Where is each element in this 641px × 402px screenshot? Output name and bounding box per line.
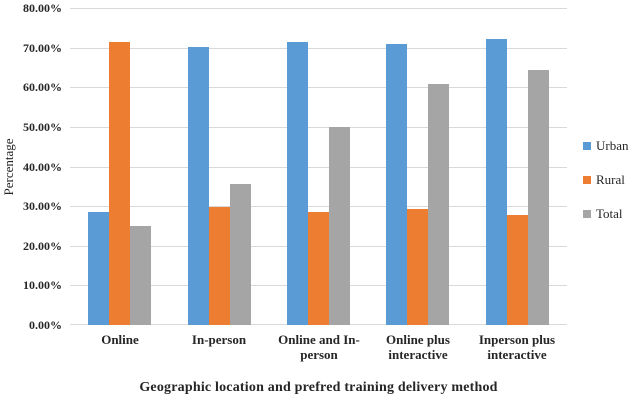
x-axis-label: Online (101, 332, 139, 347)
x-axis-label: Online plus interactive (386, 332, 450, 362)
gridline (70, 87, 567, 88)
bar-total (528, 70, 549, 325)
y-axis-tick-label: 30.00% (23, 199, 62, 214)
bar-rural (308, 212, 329, 325)
x-axis-label: Inperson plus interactive (478, 332, 556, 362)
y-axis-tick-label: 20.00% (23, 238, 62, 253)
gridline (70, 167, 567, 168)
legend-label: Total (596, 206, 623, 221)
x-axis-title: Geographic location and prefred training… (139, 380, 498, 395)
gridline (70, 48, 567, 49)
y-axis-tick-label: 80.00% (23, 1, 62, 15)
legend-label: Urban (596, 138, 629, 153)
bar-urban (287, 42, 308, 325)
bar-urban (386, 44, 407, 325)
y-axis-tick-label: 0.00% (29, 318, 62, 332)
legend-swatch-rural (583, 176, 591, 184)
plot-area (70, 8, 567, 325)
legend: Urban Rural Total (583, 139, 629, 221)
gridline (70, 127, 567, 128)
x-axis-label: In-person (191, 332, 247, 347)
bar-total (329, 127, 350, 325)
y-axis-tick-label: 70.00% (23, 40, 62, 55)
x-axis-label: Online and In-person (278, 332, 360, 362)
bar-rural (209, 207, 230, 325)
bar-total (130, 226, 151, 325)
legend-item-urban: Urban (583, 139, 629, 153)
legend-label: Rural (596, 172, 625, 187)
legend-swatch-urban (583, 142, 591, 150)
y-axis-tick-label: 60.00% (23, 80, 62, 95)
y-axis-tick-label: 40.00% (23, 159, 62, 174)
legend-item-total: Total (583, 207, 629, 221)
bar-rural (407, 209, 428, 325)
gridline (70, 8, 567, 9)
bar-total (230, 184, 251, 325)
bar-total (428, 84, 449, 325)
bar-rural (109, 42, 130, 325)
legend-swatch-total (583, 210, 591, 218)
bar-rural (507, 215, 528, 325)
bar-urban (88, 212, 109, 325)
legend-item-rural: Rural (583, 173, 629, 187)
bar-urban (188, 47, 209, 325)
bar-urban (486, 39, 507, 325)
y-axis-tick-label: 10.00% (23, 278, 62, 293)
gridline (70, 206, 567, 207)
y-axis-tick-label: 50.00% (23, 119, 62, 134)
